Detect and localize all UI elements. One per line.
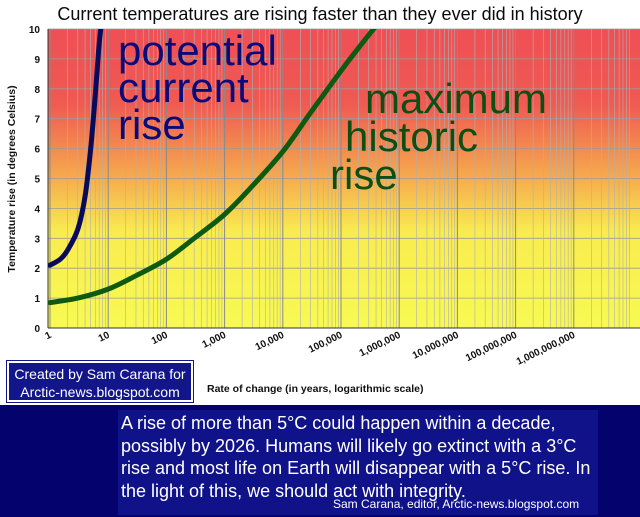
series-label-line: rise [118,101,186,148]
series-lines [48,29,377,306]
caption-inner-panel [118,410,598,515]
y-tick-label: 10 [29,25,41,36]
temperature-rise-chart: Current temperatures are rising faster t… [6,4,640,395]
series-line-1 [48,29,377,306]
y-tick-label: 0 [34,324,40,335]
y-tick-label: 6 [34,145,40,156]
y-axis-label: Temperature rise (in degrees Celsius) [6,85,18,272]
y-tick-label: 3 [34,234,40,245]
y-tick-label: 7 [34,115,40,126]
y-tick-labels: 0 1 2 3 4 5 6 7 8 9 10 [29,25,41,335]
y-tick-label: 5 [34,175,40,186]
y-tick-label: 1 [34,294,40,305]
x-axis-label: Rate of change (in years, logarithmic sc… [207,383,424,395]
series-label-line: rise [330,151,398,198]
series-label-line: historic [345,113,478,160]
credit-line-2: Arctic-news.blogspot.com [20,384,180,400]
caption-panel: A rise of more than 5°C could happen wit… [0,405,640,517]
caption-signature: Sam Carana, editor, Arctic-news.blogspot… [333,497,580,511]
y-tick-label: 9 [34,55,40,66]
y-tick-label: 4 [34,204,40,215]
series-line-0 [48,29,104,268]
caption-text: A rise of more than 5°C could happen wit… [121,413,591,501]
series-label-line: maximum [365,75,547,122]
series-label-line: potential [118,27,277,74]
series-label-line: current [118,64,249,111]
y-tick-label: 2 [34,264,40,275]
chart-title: Current temperatures are rising faster t… [57,4,582,24]
y-tick-label: 8 [34,85,40,96]
credit-box: Created by Sam Carana for Arctic-news.bl… [7,361,193,402]
x-tick-label: 10 [97,330,112,345]
x-tick-label: 1 [43,330,53,343]
credit-line-1: Created by Sam Carana for [14,366,186,382]
